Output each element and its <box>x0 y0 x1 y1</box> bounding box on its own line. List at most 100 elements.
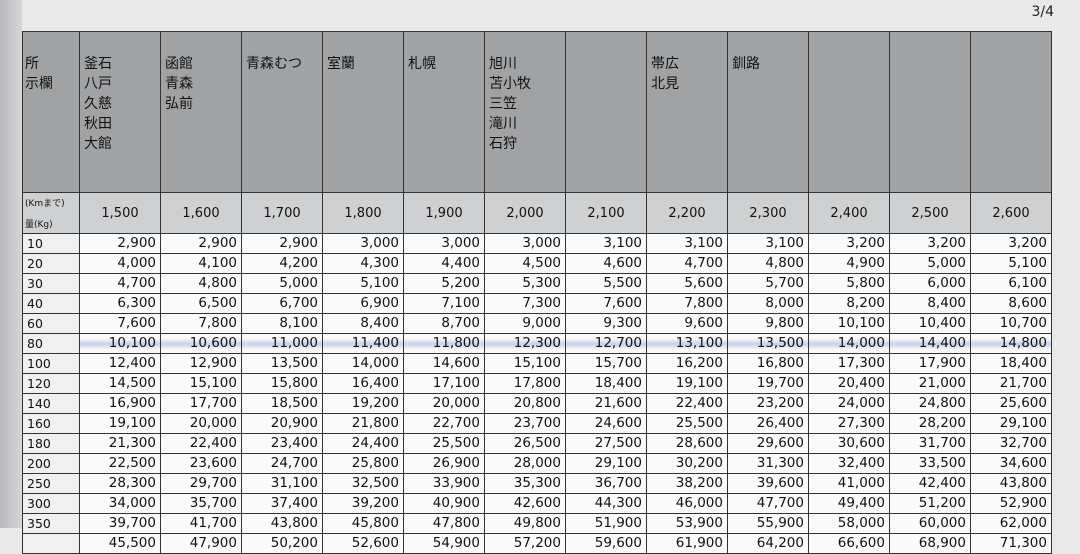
fare: 29,100 <box>565 453 647 474</box>
fare: 5,300 <box>484 273 566 294</box>
page: 3/4 所示欄 釜石 八戸 久慈 秋田 大館 函館 青森 弘前 青森むつ 室蘭 札幌 旭川 苫小牧 三笠 滝川… <box>0 0 1054 554</box>
fare: 8,000 <box>727 293 809 314</box>
place-header <box>889 31 971 193</box>
place-header: 帯広 北見 <box>646 31 728 193</box>
fare: 21,800 <box>322 413 404 434</box>
fare: 6,500 <box>160 293 242 314</box>
fare: 7,100 <box>403 293 485 314</box>
fare: 49,800 <box>484 513 566 534</box>
fare: 34,000 <box>79 493 161 514</box>
fare: 8,700 <box>403 313 485 334</box>
data-row: 350 39,700 41,700 43,800 45,800 47,800 49,800 5… <box>22 513 1052 534</box>
data-row: 10 2,900 2,900 2,900 3,000 3,000 3,000 3,100 3,1… <box>22 233 1052 254</box>
fare: 2,900 <box>79 233 161 254</box>
fare: 21,600 <box>565 393 647 414</box>
data-row: 140 16,900 17,700 18,500 19,200 20,000 20,800 2… <box>22 393 1052 414</box>
fare: 51,200 <box>889 493 971 514</box>
fare: 44,300 <box>565 493 647 514</box>
fare: 7,800 <box>646 293 728 314</box>
weight: 100 <box>22 353 80 374</box>
place-header: 札幌 <box>403 31 485 193</box>
fare: 23,400 <box>241 433 323 454</box>
fare: 25,800 <box>322 453 404 474</box>
fare: 49,400 <box>808 493 890 514</box>
fare: 29,100 <box>970 413 1052 434</box>
distance: 2,200 <box>646 192 728 234</box>
fare: 6,100 <box>970 273 1052 294</box>
fare: 18,500 <box>241 393 323 414</box>
fare: 30,200 <box>646 453 728 474</box>
fare: 20,800 <box>484 393 566 414</box>
fare: 19,700 <box>727 373 809 394</box>
place-header: 青森むつ <box>241 31 323 193</box>
fare: 10,100 <box>79 333 161 354</box>
fare: 30,600 <box>808 433 890 454</box>
place-name: 滝川 <box>489 116 517 132</box>
fare: 10,700 <box>970 313 1052 334</box>
fare: 14,600 <box>403 353 485 374</box>
fare: 4,100 <box>160 253 242 274</box>
fare: 5,000 <box>241 273 323 294</box>
place-header: 釧路 <box>727 31 809 193</box>
data-row: 200 22,500 23,600 24,700 25,800 26,900 28,000 2… <box>22 453 1052 474</box>
fare: 55,900 <box>727 513 809 534</box>
fare: 3,200 <box>808 233 890 254</box>
place-name: 弘前 <box>165 96 193 112</box>
distance: 2,000 <box>484 192 566 234</box>
fare: 12,300 <box>484 333 566 354</box>
fare: 11,800 <box>403 333 485 354</box>
fare: 38,200 <box>646 473 728 494</box>
fare: 3,000 <box>484 233 566 254</box>
fare: 61,900 <box>646 533 728 554</box>
weight: 160 <box>22 413 80 434</box>
fare: 13,500 <box>727 333 809 354</box>
fare: 3,100 <box>727 233 809 254</box>
fare: 43,800 <box>970 473 1052 494</box>
fare: 20,000 <box>160 413 242 434</box>
fare: 4,800 <box>160 273 242 294</box>
fare: 25,600 <box>970 393 1052 414</box>
fare: 14,400 <box>889 333 971 354</box>
fare: 29,600 <box>727 433 809 454</box>
fare: 3,200 <box>970 233 1052 254</box>
fare: 22,500 <box>79 453 161 474</box>
fare: 51,900 <box>565 513 647 534</box>
fare: 14,000 <box>808 333 890 354</box>
weight-label: 量(Kg) <box>25 220 53 230</box>
fare: 8,400 <box>889 293 971 314</box>
fare: 6,300 <box>79 293 161 314</box>
fare: 41,700 <box>160 513 242 534</box>
fare: 15,800 <box>241 373 323 394</box>
fare: 5,200 <box>403 273 485 294</box>
place-name: 函館 <box>165 56 193 72</box>
data-row: 80 10,100 10,600 11,000 11,400 11,800 12,300 12… <box>22 333 1052 354</box>
fare: 8,200 <box>808 293 890 314</box>
fare: 5,100 <box>970 253 1052 274</box>
place-header: 旭川 苫小牧 三笠 滝川 石狩 <box>484 31 566 193</box>
fare: 64,200 <box>727 533 809 554</box>
fare: 9,800 <box>727 313 809 334</box>
fare: 6,000 <box>889 273 971 294</box>
fare: 7,800 <box>160 313 242 334</box>
corner-header-line: 所 <box>25 56 39 72</box>
fare: 14,800 <box>970 333 1052 354</box>
place-name: 青森 <box>165 76 193 92</box>
fare: 39,600 <box>727 473 809 494</box>
fare: 4,000 <box>79 253 161 274</box>
fare: 3,100 <box>565 233 647 254</box>
fare: 71,300 <box>970 533 1052 554</box>
fare: 15,700 <box>565 353 647 374</box>
fare: 50,200 <box>241 533 323 554</box>
fare: 9,000 <box>484 313 566 334</box>
fare: 58,000 <box>808 513 890 534</box>
fare: 66,600 <box>808 533 890 554</box>
fare: 33,500 <box>889 453 971 474</box>
fare: 22,400 <box>646 393 728 414</box>
fare: 60,000 <box>889 513 971 534</box>
fare: 47,700 <box>727 493 809 514</box>
fare: 8,100 <box>241 313 323 334</box>
weight: 20 <box>22 253 80 274</box>
fare: 45,500 <box>79 533 161 554</box>
fare: 24,000 <box>808 393 890 414</box>
place-name: 三笠 <box>489 96 517 112</box>
